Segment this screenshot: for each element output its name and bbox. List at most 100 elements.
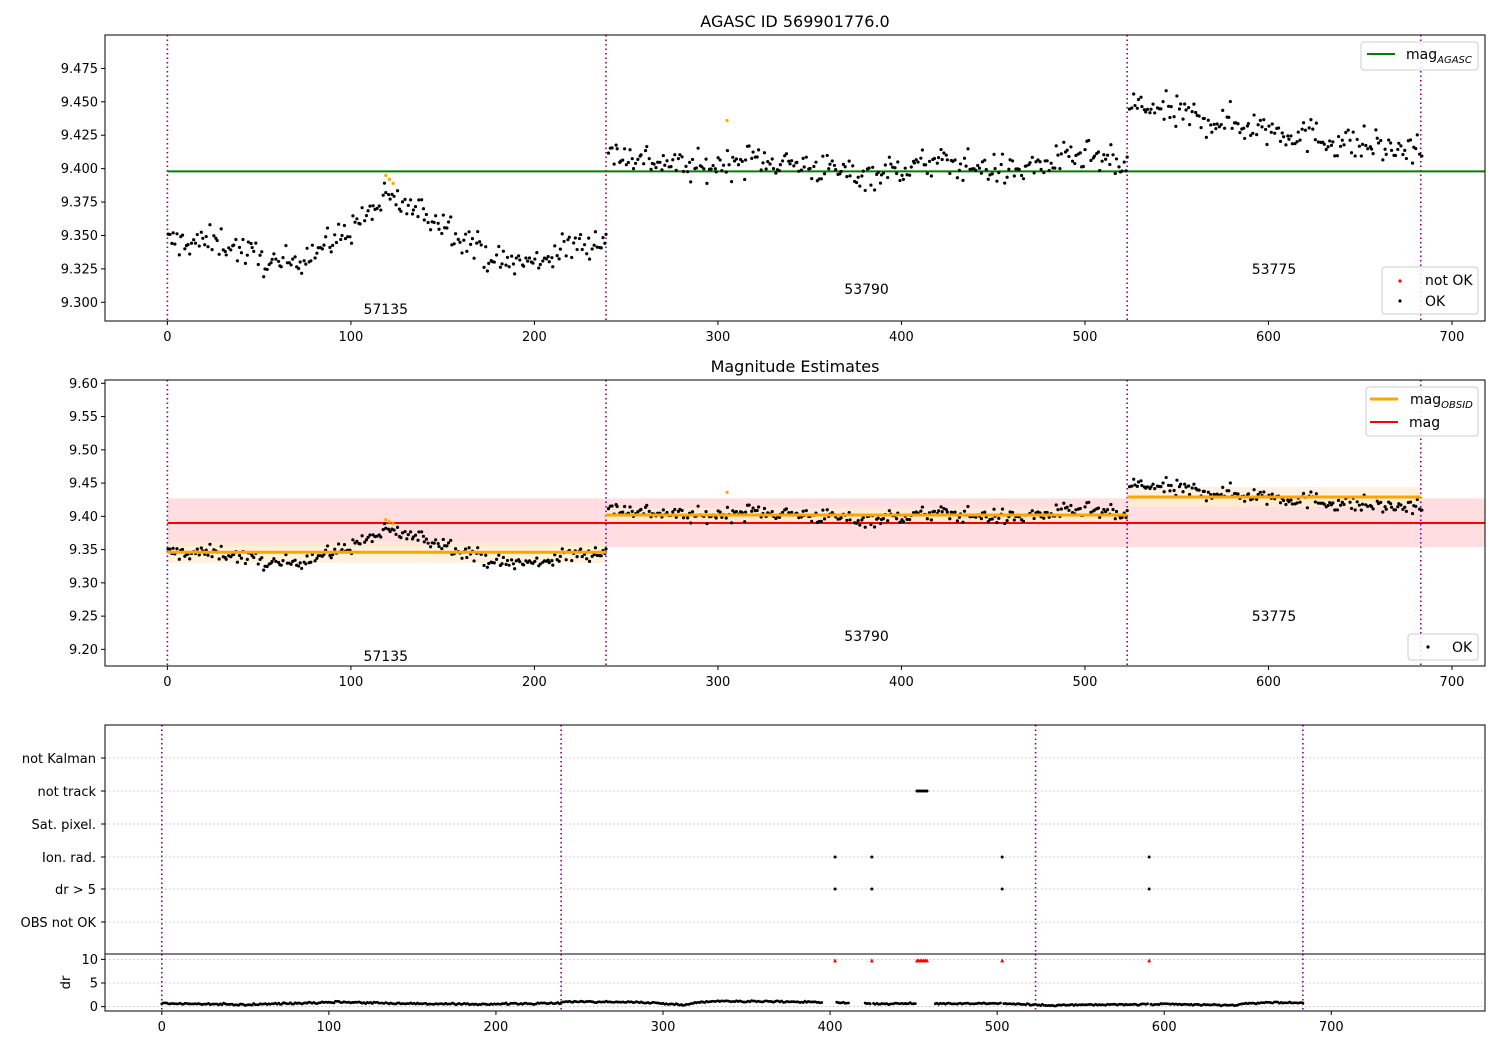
ok-point (1351, 130, 1355, 134)
ok-point (656, 160, 660, 164)
ok-point (639, 153, 643, 157)
ok-point (1360, 502, 1365, 506)
ok-point (898, 520, 902, 524)
ok-point (819, 177, 823, 181)
ok-point (472, 256, 476, 260)
ok-point (953, 158, 957, 162)
ok-point (1420, 154, 1424, 158)
ok-point (810, 519, 814, 523)
dr-point (847, 1001, 850, 1005)
ok-point (958, 162, 963, 166)
ok-point (649, 167, 653, 171)
ok-point (1301, 491, 1306, 496)
ok-point (479, 243, 483, 247)
ok-point (204, 234, 208, 239)
ok-point (804, 155, 808, 159)
ok-point (777, 169, 782, 173)
ok-point (1389, 148, 1394, 152)
ok-point (302, 259, 306, 263)
ok-point (304, 562, 308, 566)
ok-point (1353, 154, 1357, 158)
ok-point (580, 247, 584, 252)
ok-point (1008, 510, 1012, 514)
ok-point (175, 232, 179, 236)
ok-point (819, 519, 823, 524)
ok-point (1252, 488, 1256, 492)
ok-point (388, 529, 392, 534)
ok-point (445, 226, 449, 230)
ok-point (252, 555, 256, 560)
ok-point (343, 237, 348, 241)
ok-point (1168, 489, 1172, 493)
obsid-label: 57135 (363, 649, 408, 665)
ok-point (348, 235, 352, 239)
ok-point (279, 265, 283, 269)
ok-point (1049, 161, 1053, 165)
ok-point (1206, 490, 1210, 494)
ok-point (1003, 181, 1007, 185)
ok-point (1408, 500, 1413, 504)
ok-point (1307, 126, 1311, 130)
ok-point (400, 531, 405, 535)
ok-point (886, 519, 890, 523)
ok-point (721, 163, 726, 167)
ok-point (936, 509, 941, 513)
flag-category-label: dr > 5 (55, 883, 96, 898)
ok-point (923, 163, 928, 167)
ok-point (1375, 136, 1379, 140)
ok-point (1149, 107, 1153, 111)
ok-point (410, 212, 415, 216)
ok-point (229, 248, 233, 252)
ok-point (1217, 125, 1221, 129)
ok-point (1149, 485, 1153, 489)
ok-point (839, 169, 843, 174)
ok-point (1262, 490, 1266, 494)
ok-point (567, 235, 571, 239)
ok-point (573, 236, 577, 240)
ok-point (681, 516, 686, 520)
ok-point (1087, 500, 1091, 504)
ok-point (1194, 110, 1198, 115)
ok-point (1151, 102, 1155, 106)
x-tick-label: 400 (889, 675, 914, 690)
ok-point (1417, 152, 1422, 156)
ok-point (1105, 153, 1110, 157)
ok-point (1019, 173, 1024, 178)
ok-point (665, 159, 669, 163)
ok-point (1187, 106, 1191, 110)
y-tick-label: 9.300 (61, 296, 98, 311)
ok-point (360, 534, 364, 538)
ok-point (1058, 167, 1062, 171)
ok-point (729, 180, 734, 184)
ok-point (1074, 153, 1078, 158)
ok-point (1349, 506, 1354, 511)
flagged-point (725, 490, 729, 495)
ok-point (175, 547, 179, 551)
ok-point (171, 231, 175, 235)
ok-point (673, 507, 677, 512)
ok-point (801, 509, 805, 513)
ok-point (217, 557, 221, 561)
ok-point (872, 188, 877, 192)
ok-point (1335, 508, 1339, 512)
ok-point (1278, 501, 1283, 505)
ok-point (441, 537, 445, 542)
ok-point (485, 565, 489, 569)
ok-point (208, 542, 212, 546)
ok-point (1399, 144, 1403, 148)
ok-point (895, 517, 899, 521)
ok-point (1278, 139, 1283, 143)
ok-point (1342, 143, 1346, 147)
ok-point (974, 168, 978, 172)
ok-point (1280, 131, 1284, 135)
ok-point (1100, 511, 1104, 515)
ok-point (734, 157, 739, 161)
ok-point (764, 167, 768, 171)
ok-point (802, 165, 806, 169)
ok-point (1124, 515, 1128, 520)
ok-point (1415, 497, 1419, 502)
flag-category-label: Sat. pixel. (32, 818, 96, 833)
ok-point (276, 259, 281, 264)
ok-point (424, 537, 428, 541)
ok-point (1007, 167, 1011, 171)
